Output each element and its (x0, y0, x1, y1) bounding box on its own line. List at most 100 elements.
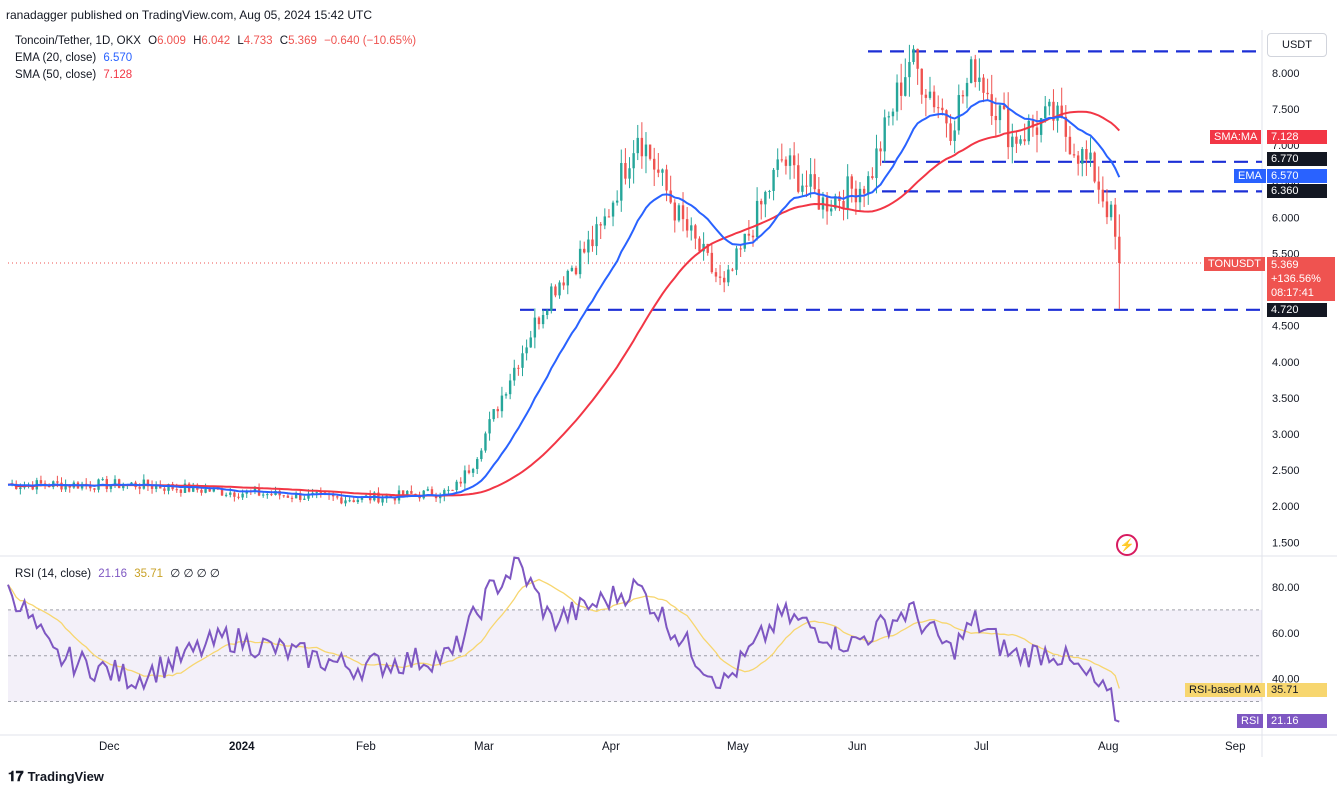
candle-body (1044, 106, 1047, 119)
candle-body (229, 492, 232, 495)
level-tag-4720: 4.720 (1267, 303, 1327, 317)
candle-body (834, 196, 837, 209)
candle-body (1118, 236, 1121, 263)
candle-body (768, 191, 771, 193)
candle-body (406, 491, 409, 496)
candle-body (89, 484, 92, 489)
candle-body (760, 200, 763, 205)
candle-body (39, 480, 43, 484)
price-tick-label: 2.500 (1272, 465, 1300, 477)
candle-body (583, 248, 586, 253)
candle-body (578, 248, 582, 275)
candle-body (1089, 152, 1092, 160)
candle-body (200, 489, 203, 493)
candle-body (496, 409, 500, 412)
candle-body (788, 155, 792, 166)
ema-legend-value: 6.570 (103, 52, 133, 64)
candle-body (533, 317, 537, 338)
candle-body (282, 495, 285, 497)
candle-body (410, 491, 413, 494)
candle-body (953, 130, 956, 141)
candle-body (937, 107, 940, 109)
candle-body (669, 190, 672, 203)
candle-body (179, 489, 183, 493)
ohlc-h-label: H (193, 35, 202, 47)
candle-body (315, 491, 318, 493)
rsi-ma-tag-label: RSI-based MA (1185, 683, 1265, 697)
candle-body (718, 276, 722, 278)
candle-body (611, 202, 615, 217)
candle-body (1039, 118, 1043, 135)
candle-body (64, 484, 67, 490)
candle-body (842, 200, 845, 209)
candle-body (698, 238, 701, 252)
candle-body (1097, 181, 1100, 190)
price-tick-label: 8.000 (1272, 68, 1300, 80)
candle-body (805, 185, 808, 187)
candle-body (122, 485, 125, 489)
candle-body (978, 77, 981, 82)
candle-body (1076, 155, 1080, 164)
rsi-tick-label: 60.00 (1272, 628, 1300, 640)
candle-body (336, 496, 339, 498)
candle-body (1052, 101, 1055, 121)
currency-button[interactable]: USDT (1267, 33, 1327, 57)
tradingview-logo[interactable]: 𝟏𝟕 TradingView (8, 768, 104, 785)
candle-body (113, 479, 117, 486)
rsi-tick-label: 40.00 (1272, 674, 1300, 686)
candle-body (266, 494, 269, 496)
flash-icon[interactable]: ⚡ (1116, 534, 1138, 556)
sma-50-line (7, 110, 1121, 497)
rsi-tag-label: RSI (1237, 714, 1264, 728)
candle-body (270, 494, 273, 496)
candle-body (871, 176, 874, 179)
candle-body (904, 77, 907, 96)
candle-body (739, 248, 742, 250)
candle-body (537, 317, 541, 325)
candle-body (471, 468, 475, 473)
candle-body (657, 169, 660, 173)
candle-body (1023, 139, 1026, 142)
candle-body (574, 267, 578, 275)
candle-body (146, 479, 150, 487)
candle-body (19, 487, 22, 490)
candle-body (294, 493, 298, 499)
time-tick-label: Jun (848, 741, 867, 753)
candle-body (1064, 116, 1068, 137)
candle-body (595, 224, 598, 247)
candle-body (681, 205, 685, 220)
candle-body (1031, 120, 1035, 128)
candle-body (1105, 201, 1109, 218)
candle-body (521, 353, 524, 368)
candle-body (690, 225, 693, 231)
symbol-tag-price: 5.369 (1271, 259, 1299, 271)
candle-body (846, 176, 849, 209)
candle-body (220, 489, 224, 496)
candle-body (908, 61, 911, 78)
candle-body (702, 243, 705, 252)
rsi-tick-label: 80.00 (1272, 582, 1300, 594)
candle-body (751, 235, 755, 238)
ohlc-o-value: 6.009 (157, 35, 186, 47)
candle-body (529, 337, 532, 348)
candle-body (138, 487, 141, 489)
candle-body (731, 269, 734, 271)
candle-body (1035, 127, 1039, 135)
candle-body (636, 137, 639, 154)
candle-body (982, 77, 985, 93)
candle-body (747, 233, 751, 236)
candle-body (212, 487, 215, 492)
rsi-legend-value: 21.16 (98, 568, 128, 580)
price-tick-label: 3.500 (1272, 393, 1300, 405)
rsi-tag-value: 21.16 (1267, 714, 1327, 728)
candle-body (735, 248, 738, 270)
candle-body (566, 270, 569, 286)
candle-body (93, 488, 96, 490)
symbol-tag-box: 5.369 +136.56% 08:17:41 (1267, 257, 1335, 301)
rsi-ma-tag-value: 35.71 (1267, 683, 1327, 697)
rsi-legend-extra: ∅ ∅ ∅ ∅ (170, 568, 220, 580)
candle-body (743, 233, 746, 249)
candle-body (443, 490, 446, 497)
rsi-legend: RSI (14, close) 21.16 35.71 ∅ ∅ ∅ ∅ (15, 566, 224, 580)
